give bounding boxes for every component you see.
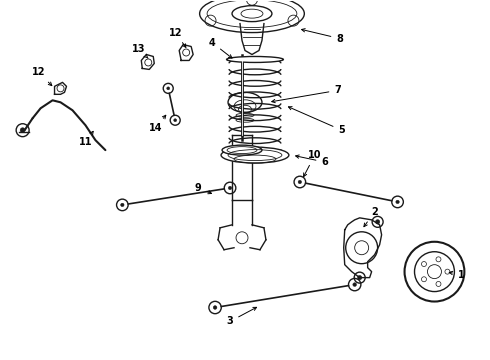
Text: 11: 11 <box>79 131 93 147</box>
Circle shape <box>421 262 426 266</box>
Circle shape <box>421 277 426 282</box>
Circle shape <box>445 269 450 274</box>
Text: 12: 12 <box>32 67 52 86</box>
Circle shape <box>396 200 399 204</box>
Polygon shape <box>343 218 382 278</box>
Ellipse shape <box>222 145 262 155</box>
Text: 6: 6 <box>295 155 328 167</box>
Text: 12: 12 <box>169 28 186 48</box>
Circle shape <box>436 282 441 287</box>
Text: 14: 14 <box>148 115 166 133</box>
Circle shape <box>173 119 177 122</box>
Circle shape <box>436 257 441 262</box>
Circle shape <box>228 186 232 190</box>
Text: 8: 8 <box>302 29 343 44</box>
Polygon shape <box>54 82 67 94</box>
Text: 13: 13 <box>131 44 148 58</box>
Text: 3: 3 <box>227 307 257 327</box>
Circle shape <box>353 283 357 287</box>
Polygon shape <box>179 45 193 60</box>
Circle shape <box>358 275 362 280</box>
Circle shape <box>167 87 170 90</box>
Text: 7: 7 <box>272 85 341 103</box>
Circle shape <box>20 128 25 133</box>
Circle shape <box>121 203 124 207</box>
Text: 1: 1 <box>449 270 465 280</box>
Text: 9: 9 <box>195 183 212 194</box>
Ellipse shape <box>221 147 289 163</box>
Text: 5: 5 <box>289 107 345 135</box>
Circle shape <box>213 306 217 309</box>
Circle shape <box>375 220 380 224</box>
Text: 10: 10 <box>304 150 321 176</box>
Circle shape <box>298 180 301 184</box>
Polygon shape <box>141 54 154 69</box>
Text: 4: 4 <box>209 37 232 58</box>
Ellipse shape <box>226 57 283 62</box>
Text: 2: 2 <box>364 207 378 227</box>
